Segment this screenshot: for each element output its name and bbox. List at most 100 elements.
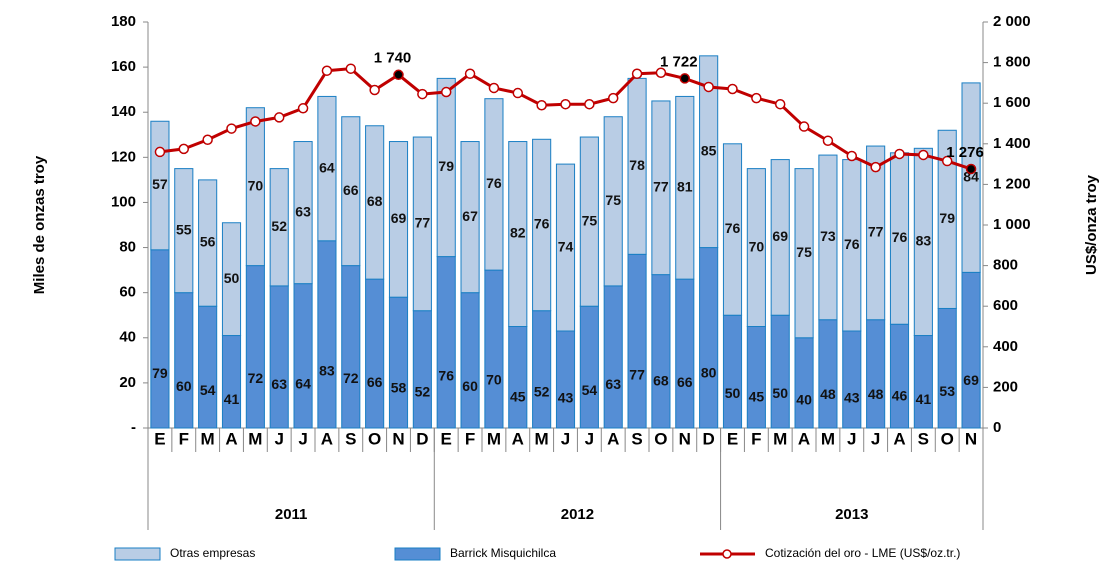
x-tick-label: S [345, 429, 356, 448]
bar-segment [436, 256, 456, 429]
bar-segment [508, 326, 528, 429]
data-label: 76 [844, 236, 860, 252]
legend-swatch [394, 547, 441, 561]
y2-tick-label: 1 400 [993, 135, 1031, 152]
data-label: 54 [582, 382, 598, 398]
bar-segment [651, 100, 671, 276]
group-label: 2013 [835, 506, 868, 523]
data-label: 77 [653, 178, 669, 194]
line-marker [894, 148, 905, 160]
data-label: 40 [796, 392, 812, 408]
x-tick-label: F [179, 429, 189, 448]
bar-segment [484, 269, 504, 429]
bar-segment [555, 330, 576, 429]
data-label: 60 [462, 378, 478, 394]
line-marker [560, 98, 571, 110]
data-label: 83 [916, 233, 932, 249]
bar-segment [293, 283, 313, 429]
line-marker [536, 99, 547, 111]
data-label: 72 [248, 370, 264, 386]
data-label: 52 [534, 384, 550, 400]
data-label: 56 [200, 234, 216, 250]
data-label: 50 [772, 385, 788, 401]
line-marker [631, 68, 643, 80]
x-tick-label: A [512, 429, 524, 448]
y2-tick-label: 600 [993, 297, 1018, 314]
bar-segment [317, 240, 337, 429]
line-marker [226, 123, 237, 134]
y2-tick-label: 800 [993, 257, 1018, 274]
x-tick-label: M [487, 429, 501, 448]
y2-tick-label: 1 600 [993, 94, 1031, 111]
bar-segment [794, 168, 814, 339]
data-label: 66 [677, 374, 693, 390]
bar-segment [603, 285, 623, 429]
data-label: 45 [510, 388, 526, 404]
legend-label: Cotización del oro - LME (US$/oz.tr.) [765, 546, 960, 560]
y-tick-label: 180 [111, 13, 136, 30]
line-marker [393, 69, 404, 81]
line-marker [941, 155, 953, 167]
data-label: 57 [152, 176, 168, 192]
line-marker [655, 67, 667, 78]
data-label: 69 [391, 210, 407, 226]
x-tick-label: J [847, 429, 856, 448]
data-label: 70 [248, 177, 264, 193]
bar-segment [627, 253, 647, 429]
line-marker [273, 112, 285, 123]
data-label: 69 [772, 228, 788, 244]
bar-segment [508, 141, 528, 327]
bar-segment [818, 154, 838, 321]
data-label: 85 [701, 142, 717, 158]
line-marker [965, 163, 977, 175]
bar-segment [961, 271, 981, 429]
group-label: 2012 [561, 506, 594, 523]
line-marker [345, 63, 357, 74]
data-label: 79 [939, 210, 955, 226]
bar-segment [794, 337, 814, 429]
data-label: 77 [415, 215, 431, 231]
bar-segment [412, 136, 432, 312]
bar-segment [341, 116, 361, 267]
bar-segment [221, 222, 242, 337]
y-tick-label: 160 [111, 58, 136, 75]
data-label: 50 [224, 270, 240, 286]
bar-segment [842, 330, 862, 429]
bar-segment [913, 335, 933, 429]
x-tick-label: J [298, 429, 307, 448]
legend-marker [722, 549, 732, 559]
legend-label: Barrick Misquichilca [450, 546, 556, 560]
bar-segment [317, 95, 337, 242]
bar-segment [245, 107, 265, 267]
data-label: 50 [725, 385, 741, 401]
bar-segment [388, 296, 409, 429]
line-marker [178, 143, 190, 155]
data-label: 76 [534, 216, 550, 232]
line-marker [584, 98, 595, 110]
x-tick-label: D [703, 429, 715, 448]
data-label: 48 [820, 386, 836, 402]
line-marker [250, 116, 261, 127]
bar-segment [675, 278, 695, 429]
y2-tick-label: 400 [993, 338, 1018, 355]
bar-segment [198, 305, 218, 429]
data-label: 80 [701, 365, 717, 381]
line-annotation: 1 722 [660, 53, 698, 70]
line-marker [488, 82, 500, 94]
data-label: 63 [271, 376, 287, 392]
bar-segment [150, 249, 170, 429]
bar-segment [699, 55, 719, 249]
x-tick-label: A [607, 429, 619, 448]
line-marker [703, 81, 714, 93]
bar-segment [579, 136, 599, 307]
data-label: 72 [343, 370, 359, 386]
data-label: 68 [367, 193, 383, 209]
bar-segment [436, 77, 456, 258]
data-label: 43 [558, 390, 574, 406]
x-tick-label: F [751, 429, 761, 448]
bar-segment [269, 285, 289, 429]
data-label: 48 [868, 386, 884, 402]
x-tick-label: A [321, 429, 333, 448]
line-marker [369, 84, 380, 96]
